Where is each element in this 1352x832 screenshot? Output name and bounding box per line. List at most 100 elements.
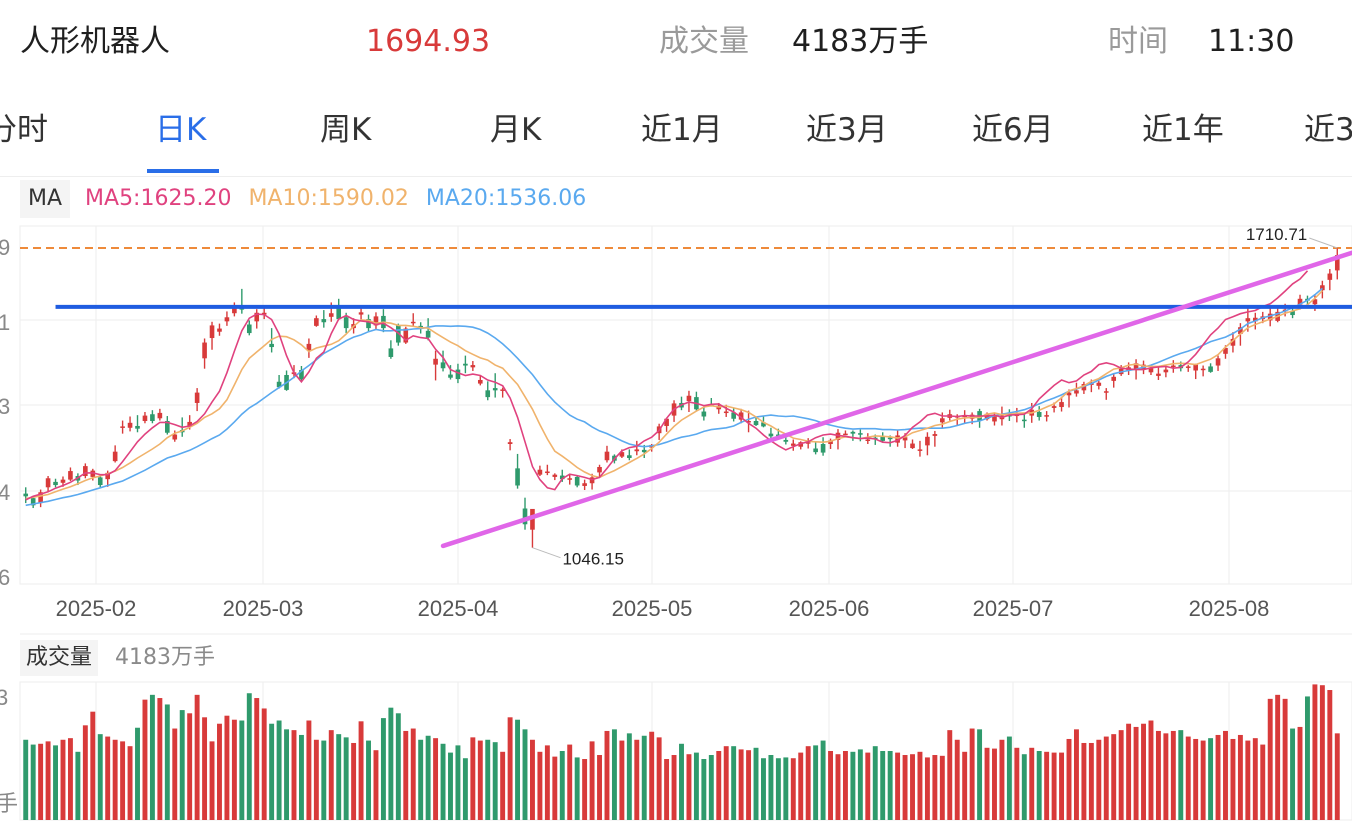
volume-bar [619, 740, 625, 820]
tab-3-years[interactable]: 近3年 [1304, 112, 1352, 148]
tab-daily-k[interactable]: 日K [155, 112, 207, 148]
volume-bar [939, 755, 945, 820]
volume-bar [1223, 730, 1228, 820]
tab-weekly-k[interactable]: 周K [320, 112, 372, 148]
candle-body [574, 476, 580, 486]
volume-bar [1111, 734, 1117, 820]
volume-legend-tag[interactable]: 成交量 [20, 640, 99, 676]
tab-6-months[interactable]: 近6月 [972, 112, 1054, 148]
candle-body [768, 433, 774, 437]
volume-bar [448, 752, 453, 820]
volume-bar [433, 738, 439, 820]
candle-body [917, 449, 923, 451]
volume-bar [1245, 740, 1251, 820]
volume-label: 成交量 [659, 24, 749, 59]
candle-body [880, 436, 886, 441]
tab-monthly-k[interactable]: 月K [490, 112, 542, 148]
candle-body [328, 313, 334, 317]
y-tick-label: 6 [0, 565, 10, 590]
candle-body [1156, 373, 1161, 376]
volume-bar [567, 744, 573, 820]
volume-bar [1334, 733, 1340, 820]
volume-bar [269, 723, 275, 820]
volume-bar [231, 719, 237, 820]
volume-bar [1185, 736, 1191, 820]
volume-bar [202, 717, 208, 820]
volume-panel-frame [19, 681, 1352, 821]
candle-body [127, 422, 133, 428]
candle-body [261, 312, 267, 315]
y-tick-label: 9 [0, 235, 10, 260]
x-tick-label: 2025-02 [56, 596, 137, 621]
volume-bar [142, 699, 148, 820]
volume-bar [373, 750, 379, 820]
volume-bar [1327, 690, 1333, 820]
candle-body [1059, 402, 1064, 408]
y-tick-label: 1 [0, 310, 10, 335]
tab-3-months[interactable]: 近3月 [806, 112, 888, 148]
volume-bar [656, 737, 662, 820]
volume-bar [1237, 734, 1243, 820]
volume-bar [790, 758, 796, 820]
candle-body [1103, 391, 1109, 393]
ma5-legend: MA5:1625.20 [85, 186, 232, 211]
volume-bar [82, 725, 88, 820]
candle-body [217, 328, 222, 332]
candle-body [1021, 419, 1027, 422]
candle-body [209, 325, 215, 339]
candle-body [664, 418, 669, 426]
candle-body [887, 437, 893, 440]
tab-1-year[interactable]: 近1年 [1142, 112, 1224, 148]
candle-body [172, 434, 178, 440]
volume-bar [850, 751, 856, 820]
time-label: 时间 [1108, 24, 1168, 59]
candle-body [604, 451, 610, 461]
ma-tag[interactable]: MA [20, 180, 71, 218]
volume-bar [947, 730, 953, 820]
volume-bar [693, 752, 699, 820]
volume-bar [1133, 726, 1139, 820]
volume-bar [358, 721, 364, 820]
candle-body [701, 411, 707, 417]
volume-bar [492, 742, 498, 820]
volume-y-tick-label: 3 [0, 685, 8, 710]
candle-body [492, 388, 498, 391]
volume-bar [634, 739, 640, 820]
volume-bar [1193, 738, 1199, 820]
candle-body [910, 443, 915, 449]
candle-body [1148, 368, 1154, 373]
candle-body [1312, 299, 1318, 305]
candle-body [53, 481, 58, 486]
candle-body [455, 369, 461, 380]
tab-1-month[interactable]: 近1月 [641, 112, 723, 148]
tab-intraday[interactable]: 分时 [0, 112, 48, 148]
last-price: 1694.93 [366, 24, 491, 59]
volume-bar [932, 755, 938, 820]
volume-bar [1096, 739, 1102, 820]
candle-body [820, 444, 826, 453]
volume-bar [1044, 751, 1050, 820]
candle-body [1230, 338, 1236, 346]
volume-bar [1319, 685, 1325, 820]
volume-legend: 成交量 4183万手 [20, 640, 215, 676]
volume-bar [1148, 720, 1154, 820]
candle-body [276, 381, 282, 388]
candle-body [254, 312, 260, 322]
ma20-legend: MA20:1536.06 [425, 186, 587, 211]
candle-body [1208, 366, 1213, 372]
volume-bar [544, 745, 550, 820]
instrument-name: 人形机器人 [20, 24, 170, 59]
volume-bar [135, 727, 140, 820]
candle-body [112, 451, 118, 462]
volume-bar [254, 698, 260, 820]
candle-body [567, 478, 573, 480]
quote-header: 人形机器人 1694.93 成交量 4183万手 时间 11:30 [0, 0, 1352, 88]
candle-body [150, 414, 155, 422]
volume-bar [641, 735, 647, 820]
volume-bar [120, 741, 126, 820]
candle-body [641, 449, 647, 453]
candle-body [269, 343, 274, 348]
volume-bar [321, 740, 327, 820]
volume-bar [1305, 696, 1310, 820]
